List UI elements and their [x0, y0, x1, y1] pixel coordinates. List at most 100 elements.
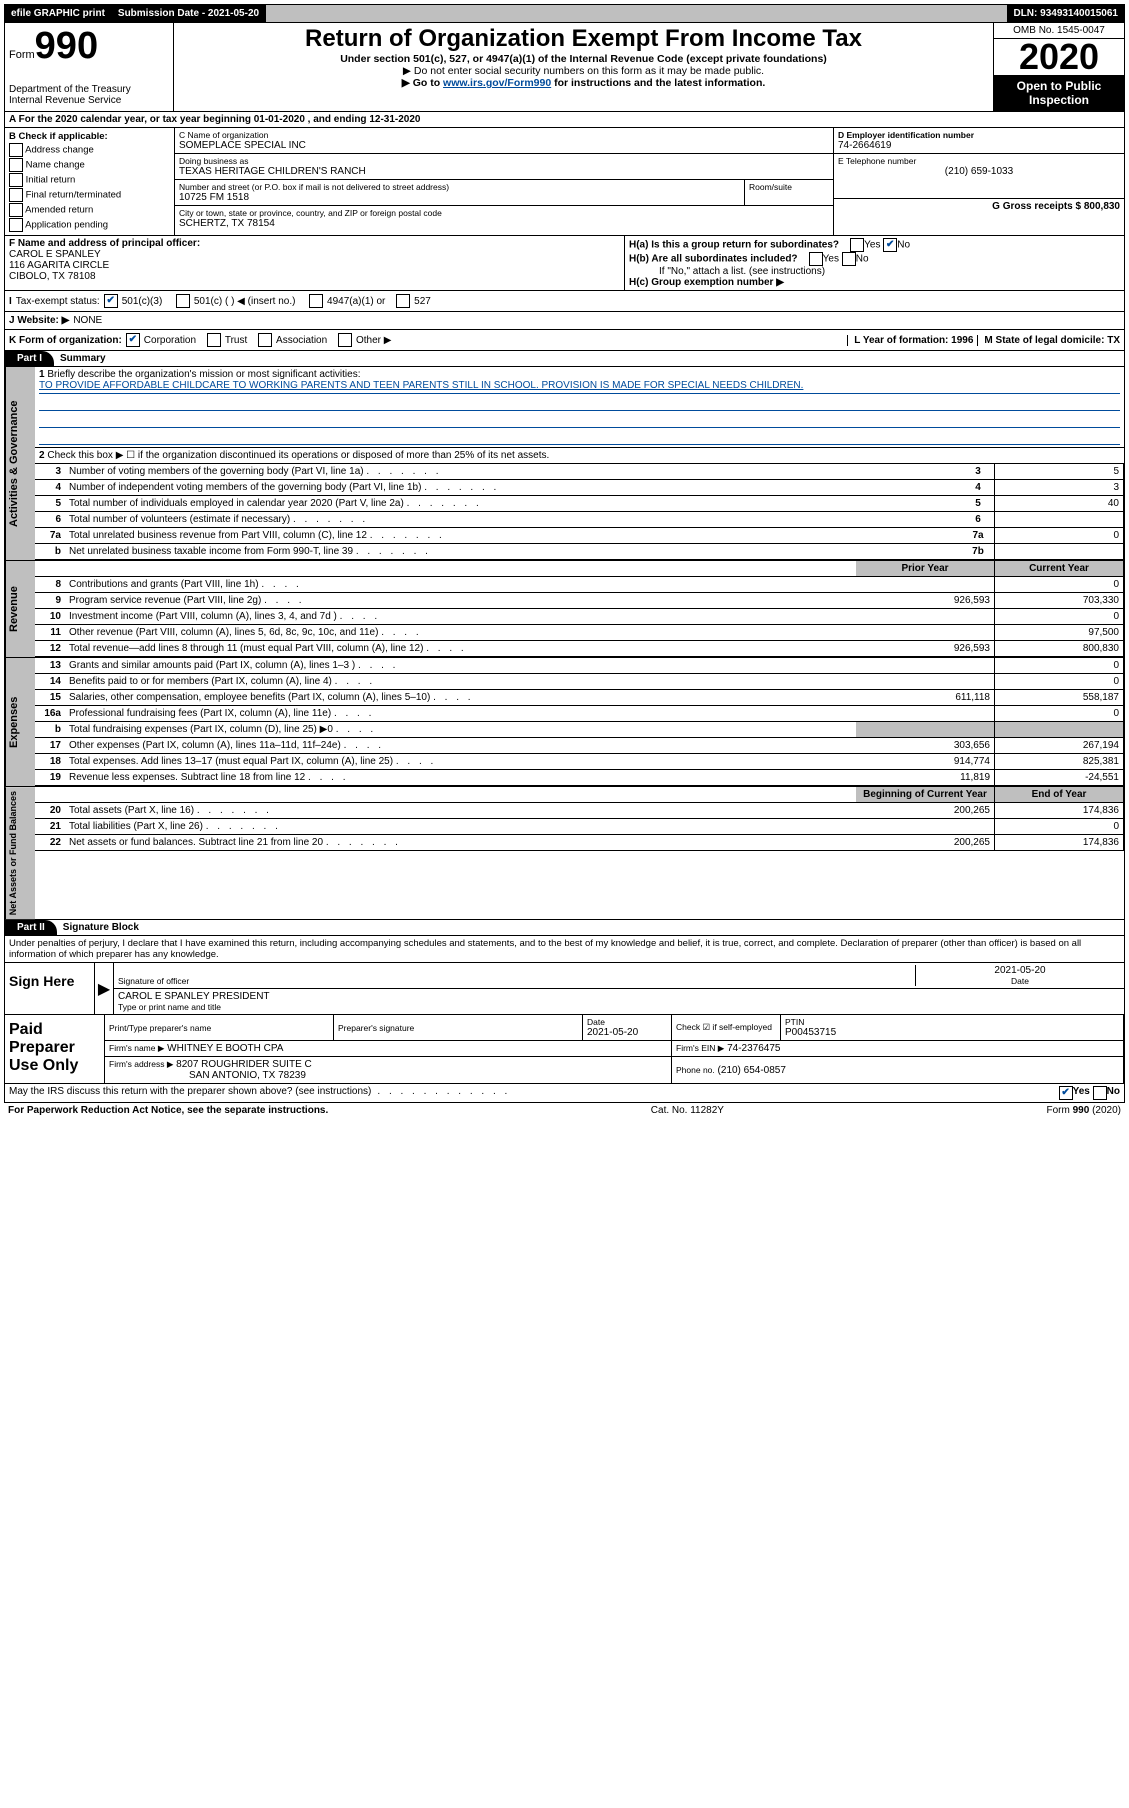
discuss-no[interactable] [1093, 1086, 1107, 1100]
table-row: 3Number of voting members of the governi… [35, 464, 1124, 480]
dba-name: TEXAS HERITAGE CHILDREN'S RANCH [179, 166, 829, 177]
table-row: 4Number of independent voting members of… [35, 480, 1124, 496]
entity-block: B Check if applicable: Address change Na… [4, 128, 1125, 236]
city-label: City or town, state or province, country… [179, 208, 829, 218]
ein-label: D Employer identification number [838, 130, 1120, 140]
cb-corp[interactable] [126, 333, 140, 347]
prior-year-hdr: Prior Year [856, 561, 995, 577]
cb-trust[interactable] [207, 333, 221, 347]
lbl-initial: Initial return [26, 175, 76, 186]
officer-addr1: 116 AGARITA CIRCLE [9, 260, 620, 271]
part1-badge: Part I [5, 351, 54, 366]
ptin-lbl: PTIN [785, 1017, 1119, 1027]
part1-title: Summary [54, 351, 112, 366]
street-val: 10725 FM 1518 [179, 192, 740, 203]
mission-text: TO PROVIDE AFFORDABLE CHILDCARE TO WORKI… [39, 380, 1120, 394]
sig-arrow-icon: ▶ [95, 963, 114, 1014]
vlabel-activities: Activities & Governance [5, 367, 35, 560]
vlabel-expenses: Expenses [5, 658, 35, 786]
website-val: NONE [73, 315, 102, 326]
ha-yes[interactable] [850, 238, 864, 252]
irs-link[interactable]: www.irs.gov/Form990 [443, 77, 551, 89]
cb-assoc[interactable] [258, 333, 272, 347]
officer-addr2: CIBOLO, TX 78108 [9, 271, 620, 282]
status-label: Tax-exempt status: [16, 296, 100, 307]
table-expenses: 13Grants and similar amounts paid (Part … [35, 658, 1124, 786]
table-row: 18Total expenses. Add lines 13–17 (must … [35, 754, 1124, 770]
table-row: 8Contributions and grants (Part VIII, li… [35, 577, 1124, 593]
firm-addr2: SAN ANTONIO, TX 78239 [109, 1070, 306, 1081]
top-bar: efile GRAPHIC print Submission Date - 20… [4, 4, 1125, 23]
dots: . . . . . . . . . . . . [371, 1086, 1058, 1100]
part1-header: Part I Summary [4, 351, 1125, 367]
right-column: D Employer identification number 74-2664… [834, 128, 1124, 235]
cb-address[interactable] [9, 143, 23, 157]
website-row: J Website: ▶ NONE [4, 312, 1125, 330]
city-val: SCHERTZ, TX 78154 [179, 218, 829, 229]
cb-501c3[interactable] [104, 294, 118, 308]
name-column: C Name of organization SOMEPLACE SPECIAL… [175, 128, 834, 235]
org-name: SOMEPLACE SPECIAL INC [179, 140, 829, 151]
cb-pending[interactable] [9, 218, 23, 232]
hb-label: H(b) Are all subordinates included? [629, 254, 798, 265]
lbl-501c: 501(c) ( ) ◀ (insert no.) [194, 296, 296, 307]
table-row: 7aTotal unrelated business revenue from … [35, 528, 1124, 544]
cb-initial[interactable] [9, 173, 23, 187]
vlabel-revenue: Revenue [5, 561, 35, 657]
discuss-yes[interactable] [1059, 1086, 1073, 1100]
cb-4947[interactable] [309, 294, 323, 308]
table-row: 21Total liabilities (Part X, line 26) . … [35, 819, 1124, 835]
lbl-4947: 4947(a)(1) or [327, 296, 385, 307]
prep-check-lbl: Check ☑ if self-employed [676, 1022, 776, 1033]
form-sub2: ▶ Do not enter social security numbers o… [178, 65, 989, 77]
firm-name: WHITNEY E BOOTH CPA [167, 1043, 283, 1054]
current-year-hdr: Current Year [995, 561, 1124, 577]
officer-h-row: F Name and address of principal officer:… [4, 236, 1125, 291]
room-label: Room/suite [749, 182, 829, 192]
footer: For Paperwork Reduction Act Notice, see … [4, 1103, 1125, 1118]
cb-amended[interactable] [9, 203, 23, 217]
cb-name[interactable] [9, 158, 23, 172]
form-990: 990 [35, 25, 98, 67]
status-row: I Tax-exempt status: 501(c)(3) 501(c) ( … [4, 291, 1125, 312]
hb-no[interactable] [842, 252, 856, 266]
end-hdr: End of Year [995, 787, 1124, 803]
ha-no[interactable] [883, 238, 897, 252]
gross-receipts: G Gross receipts $ 800,830 [992, 201, 1120, 212]
table-row: 17Other expenses (Part IX, column (A), l… [35, 738, 1124, 754]
firm-ein: 74-2376475 [727, 1043, 780, 1054]
paid-preparer-table: Print/Type preparer's name Preparer's si… [105, 1015, 1124, 1083]
cb-final[interactable] [9, 188, 23, 202]
table-row: 9Program service revenue (Part VIII, lin… [35, 593, 1124, 609]
open-public: Open to Public Inspection [994, 75, 1124, 111]
lbl-final: Final return/terminated [26, 190, 122, 201]
prep-sig-lbl: Preparer's signature [338, 1023, 578, 1033]
form-sub1: Under section 501(c), 527, or 4947(a)(1)… [178, 53, 989, 65]
form-sub3: ▶ Go to www.irs.gov/Form990 for instruct… [178, 77, 989, 89]
dept-treasury: Department of the Treasury Internal Reve… [9, 84, 169, 106]
cb-501c[interactable] [176, 294, 190, 308]
lbl-corp: Corporation [144, 335, 196, 346]
sub3-pre: ▶ Go to [402, 77, 443, 89]
korg-row: K Form of organization: Corporation Trus… [4, 330, 1125, 351]
form-title: Return of Organization Exempt From Incom… [178, 25, 989, 53]
officer-label: F Name and address of principal officer: [9, 238, 620, 249]
lbl-amended: Amended return [25, 205, 93, 216]
cb-other[interactable] [338, 333, 352, 347]
footer-mid: Cat. No. 11282Y [651, 1105, 724, 1116]
lbl-assoc: Association [276, 335, 327, 346]
sig-officer-label: Signature of officer [118, 976, 915, 986]
hb-yes[interactable] [809, 252, 823, 266]
ptin-val: P00453715 [785, 1027, 1119, 1038]
table-row: bNet unrelated business taxable income f… [35, 544, 1124, 560]
efile-btn[interactable]: efile GRAPHIC print [5, 5, 112, 22]
table-row: 14Benefits paid to or for members (Part … [35, 674, 1124, 690]
mission-line3 [39, 417, 1120, 428]
lbl-address: Address change [25, 145, 94, 156]
discuss-label: May the IRS discuss this return with the… [9, 1086, 371, 1100]
mission-line4 [39, 434, 1120, 445]
table-row: 6Total number of volunteers (estimate if… [35, 512, 1124, 528]
korg-label: K Form of organization: [9, 335, 122, 346]
cb-527[interactable] [396, 294, 410, 308]
table-row: 13Grants and similar amounts paid (Part … [35, 658, 1124, 674]
